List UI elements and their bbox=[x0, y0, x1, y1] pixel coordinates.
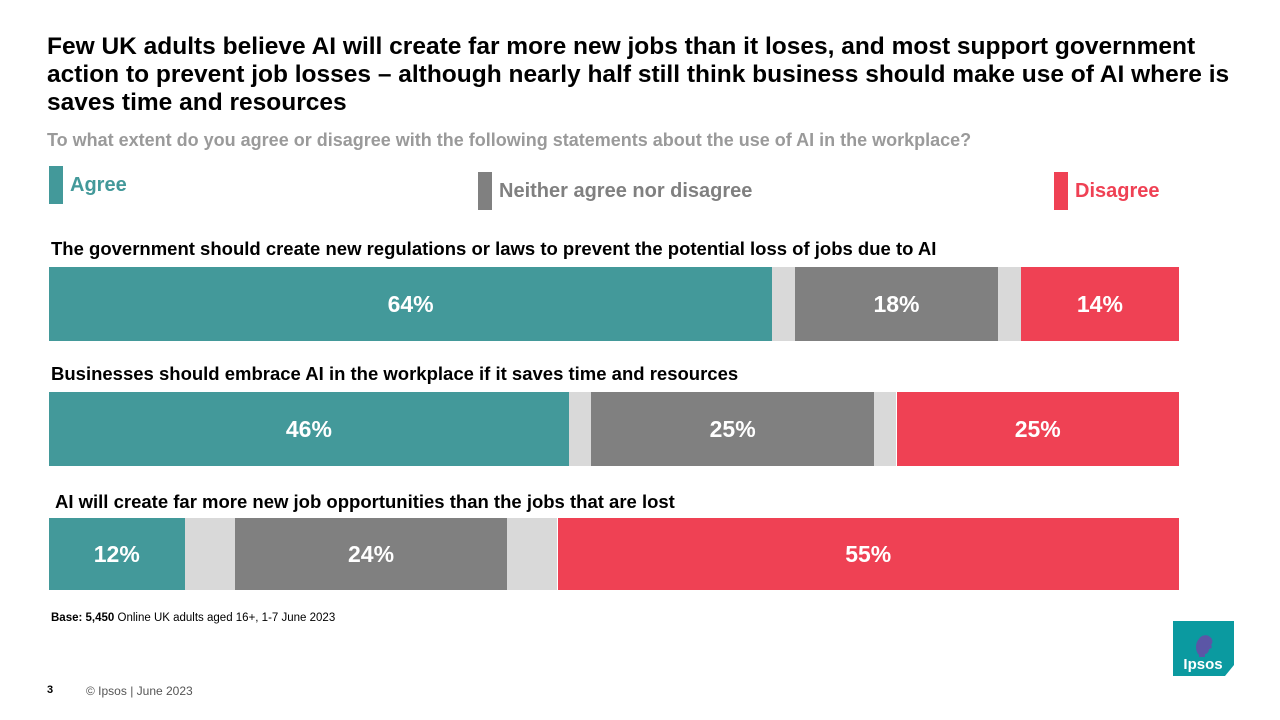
data-label-agree: 64% bbox=[387, 290, 434, 317]
data-label-neither: 18% bbox=[873, 290, 920, 317]
stacked-bar-1: 64% 18% 14% bbox=[49, 267, 1179, 341]
stacked-bar-2: 46% 25% 25% bbox=[49, 392, 1179, 466]
legend-label-disagree: Disagree bbox=[1075, 179, 1160, 202]
statement-label-2: Businesses should embrace AI in the work… bbox=[51, 363, 739, 384]
base-text: Online UK adults aged 16+, 1-7 June 2023 bbox=[117, 612, 336, 624]
base-note: Base: 5,450 Online UK adults aged 16+, 1… bbox=[51, 612, 335, 624]
copyright: © Ipsos | June 2023 bbox=[86, 684, 193, 698]
page-title: Few UK adults believe AI will create far… bbox=[47, 33, 1230, 116]
logo-figure bbox=[1196, 635, 1213, 657]
bar-segment-disagree: 14% bbox=[1020, 267, 1179, 341]
bar-segment-agree: 12% bbox=[49, 518, 185, 590]
bar-segment-agree: 64% bbox=[49, 267, 773, 341]
base-label: Base: bbox=[51, 612, 83, 624]
bar-segment-gap bbox=[772, 267, 795, 341]
bar-segment-gap bbox=[568, 392, 592, 466]
stacked-bar-3: 12% 24% 55% bbox=[49, 518, 1179, 590]
data-label-agree: 12% bbox=[93, 540, 140, 567]
legend-disagree: Disagree bbox=[1054, 172, 1160, 210]
bar-segment-gap bbox=[998, 267, 1021, 341]
legend-swatch-agree bbox=[49, 166, 63, 204]
legend-agree: Agree bbox=[49, 166, 127, 204]
bar-segment-disagree: 25% bbox=[896, 392, 1179, 466]
subtitle: To what extent do you agree or disagree … bbox=[47, 130, 972, 150]
legend-neither: Neither agree nor disagree bbox=[478, 172, 752, 210]
statement-label-1: The government should create new regulat… bbox=[51, 238, 937, 259]
data-label-agree: 46% bbox=[285, 415, 332, 442]
legend-swatch-disagree bbox=[1054, 172, 1068, 210]
statement-label-3: AI will create far more new job opportun… bbox=[55, 491, 675, 512]
legend-swatch-neither bbox=[478, 172, 492, 210]
base-sample: 5,450 bbox=[85, 612, 115, 624]
data-label-disagree: 25% bbox=[1014, 415, 1061, 442]
data-label-disagree: 55% bbox=[845, 540, 892, 567]
legend-label-neither: Neither agree nor disagree bbox=[499, 179, 753, 202]
data-label-disagree: 14% bbox=[1076, 290, 1123, 317]
legend-label-agree: Agree bbox=[70, 173, 127, 196]
data-label-neither: 24% bbox=[348, 540, 395, 567]
bar-segment-neither: 25% bbox=[591, 392, 874, 466]
ipsos-logo: Ipsos bbox=[1173, 621, 1234, 676]
bar-segment-gap bbox=[184, 518, 236, 590]
bar-segment-gap bbox=[873, 392, 897, 466]
logo-text: Ipsos bbox=[1183, 656, 1222, 673]
bar-segment-agree: 46% bbox=[49, 392, 569, 466]
bar-segment-neither: 24% bbox=[235, 518, 507, 590]
bar-segment-disagree: 55% bbox=[557, 518, 1179, 590]
data-label-neither: 25% bbox=[709, 415, 756, 442]
page-number: 3 bbox=[47, 684, 54, 696]
bar-segment-gap bbox=[506, 518, 558, 590]
bar-segment-neither: 18% bbox=[794, 267, 999, 341]
